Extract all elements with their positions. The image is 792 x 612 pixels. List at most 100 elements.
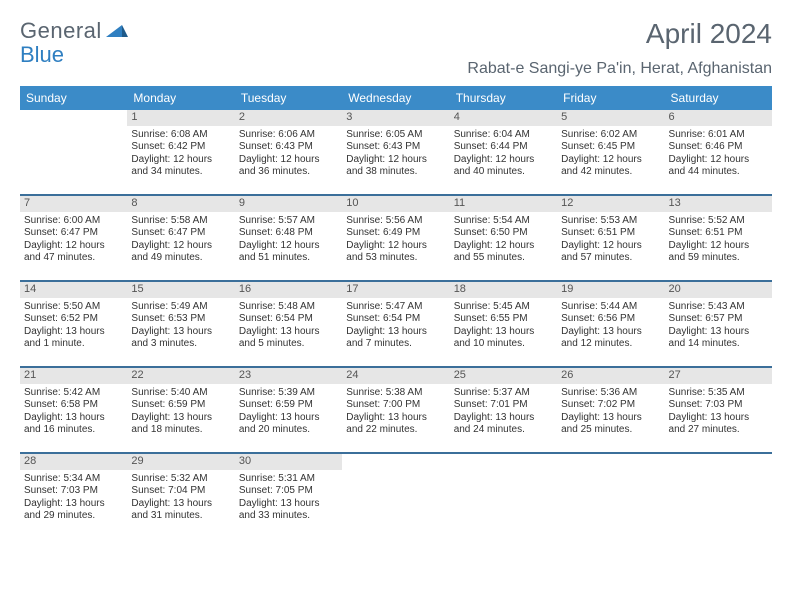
day1-text: Daylight: 12 hours (131, 240, 230, 253)
day2-text: and 5 minutes. (239, 338, 338, 351)
calendar-cell: 30Sunrise: 5:31 AMSunset: 7:05 PMDayligh… (235, 454, 342, 538)
calendar-cell: 19Sunrise: 5:44 AMSunset: 6:56 PMDayligh… (557, 282, 664, 366)
sunrise-text: Sunrise: 5:40 AM (131, 387, 230, 400)
day1-text: Daylight: 13 hours (239, 498, 338, 511)
day1-text: Daylight: 13 hours (24, 498, 123, 511)
sunset-text: Sunset: 6:50 PM (454, 227, 553, 240)
day1-text: Daylight: 13 hours (454, 326, 553, 339)
day1-text: Daylight: 13 hours (561, 326, 660, 339)
calendar-cell: 15Sunrise: 5:49 AMSunset: 6:53 PMDayligh… (127, 282, 234, 366)
day-number: 21 (20, 368, 127, 384)
sunset-text: Sunset: 7:04 PM (131, 485, 230, 498)
sunrise-text: Sunrise: 5:50 AM (24, 301, 123, 314)
day-header-mon: Monday (127, 86, 234, 110)
sunset-text: Sunset: 6:59 PM (239, 399, 338, 412)
calendar-cell: 13Sunrise: 5:52 AMSunset: 6:51 PMDayligh… (665, 196, 772, 280)
day2-text: and 57 minutes. (561, 252, 660, 265)
day1-text: Daylight: 12 hours (24, 240, 123, 253)
day1-text: Daylight: 13 hours (454, 412, 553, 425)
logo-text-blue: Blue (20, 42, 772, 68)
sunrise-text: Sunrise: 6:04 AM (454, 129, 553, 142)
sunrise-text: Sunrise: 5:43 AM (669, 301, 768, 314)
calendar-cell: 18Sunrise: 5:45 AMSunset: 6:55 PMDayligh… (450, 282, 557, 366)
sunset-text: Sunset: 6:51 PM (669, 227, 768, 240)
day-number: 23 (235, 368, 342, 384)
day1-text: Daylight: 12 hours (669, 154, 768, 167)
calendar-cell: 22Sunrise: 5:40 AMSunset: 6:59 PMDayligh… (127, 368, 234, 452)
sunrise-text: Sunrise: 6:06 AM (239, 129, 338, 142)
day2-text: and 29 minutes. (24, 510, 123, 523)
day-header-thu: Thursday (450, 86, 557, 110)
sunset-text: Sunset: 6:58 PM (24, 399, 123, 412)
day2-text: and 59 minutes. (669, 252, 768, 265)
calendar-cell: 26Sunrise: 5:36 AMSunset: 7:02 PMDayligh… (557, 368, 664, 452)
day-number: 17 (342, 282, 449, 298)
day-number: 6 (665, 110, 772, 126)
day1-text: Daylight: 13 hours (24, 412, 123, 425)
day-number: 30 (235, 454, 342, 470)
sunrise-text: Sunrise: 6:01 AM (669, 129, 768, 142)
sunset-text: Sunset: 7:03 PM (24, 485, 123, 498)
calendar-grid: 1Sunrise: 6:08 AMSunset: 6:42 PMDaylight… (20, 110, 772, 538)
day-number: 24 (342, 368, 449, 384)
sunset-text: Sunset: 6:53 PM (131, 313, 230, 326)
day-number: 27 (665, 368, 772, 384)
sunset-text: Sunset: 6:43 PM (239, 141, 338, 154)
calendar-cell: 23 Sunrise: 5:39 AMSunset: 6:59 PMDayligh… (235, 368, 342, 452)
sunrise-text: Sunrise: 5:39 AM (239, 387, 338, 400)
day1-text: Daylight: 13 hours (669, 326, 768, 339)
day2-text: and 27 minutes. (669, 424, 768, 437)
sunrise-text: Sunrise: 5:49 AM (131, 301, 230, 314)
sunset-text: Sunset: 6:54 PM (239, 313, 338, 326)
day1-text: Daylight: 12 hours (131, 154, 230, 167)
day1-text: Daylight: 12 hours (239, 240, 338, 253)
calendar-cell: 14Sunrise: 5:50 AMSunset: 6:52 PMDayligh… (20, 282, 127, 366)
calendar-cell: 21Sunrise: 5:42 AMSunset: 6:58 PMDayligh… (20, 368, 127, 452)
calendar-cell: 16Sunrise: 5:48 AMSunset: 6:54 PMDayligh… (235, 282, 342, 366)
day1-text: Daylight: 13 hours (239, 326, 338, 339)
sunrise-text: Sunrise: 5:57 AM (239, 215, 338, 228)
day2-text: and 53 minutes. (346, 252, 445, 265)
calendar-cell: 8Sunrise: 5:58 AMSunset: 6:47 PMDaylight… (127, 196, 234, 280)
sunset-text: Sunset: 7:01 PM (454, 399, 553, 412)
sunset-text: Sunset: 6:54 PM (346, 313, 445, 326)
day2-text: and 31 minutes. (131, 510, 230, 523)
sunset-text: Sunset: 7:02 PM (561, 399, 660, 412)
day2-text: and 38 minutes. (346, 166, 445, 179)
sunrise-text: Sunrise: 6:05 AM (346, 129, 445, 142)
day1-text: Daylight: 13 hours (669, 412, 768, 425)
day-number: 7 (20, 196, 127, 212)
day2-text: and 51 minutes. (239, 252, 338, 265)
calendar-cell (342, 454, 449, 538)
sunrise-text: Sunrise: 5:35 AM (669, 387, 768, 400)
day2-text: and 14 minutes. (669, 338, 768, 351)
sunset-text: Sunset: 6:46 PM (669, 141, 768, 154)
day-number: 12 (557, 196, 664, 212)
sunset-text: Sunset: 6:44 PM (454, 141, 553, 154)
day2-text: and 22 minutes. (346, 424, 445, 437)
calendar-week: 14Sunrise: 5:50 AMSunset: 6:52 PMDayligh… (20, 282, 772, 368)
sunrise-text: Sunrise: 5:53 AM (561, 215, 660, 228)
day-header-fri: Friday (557, 86, 664, 110)
day1-text: Daylight: 12 hours (454, 240, 553, 253)
sunset-text: Sunset: 6:43 PM (346, 141, 445, 154)
calendar-week: 21Sunrise: 5:42 AMSunset: 6:58 PMDayligh… (20, 368, 772, 454)
sunset-text: Sunset: 6:51 PM (561, 227, 660, 240)
day-header-tue: Tuesday (235, 86, 342, 110)
day-number: 3 (342, 110, 449, 126)
day-number: 9 (235, 196, 342, 212)
day2-text: and 40 minutes. (454, 166, 553, 179)
day2-text: and 47 minutes. (24, 252, 123, 265)
day-number: 4 (450, 110, 557, 126)
day-number: 25 (450, 368, 557, 384)
day-number: 19 (557, 282, 664, 298)
day2-text: and 33 minutes. (239, 510, 338, 523)
sunrise-text: Sunrise: 5:54 AM (454, 215, 553, 228)
day-number: 8 (127, 196, 234, 212)
sunrise-text: Sunrise: 6:02 AM (561, 129, 660, 142)
day-number: 26 (557, 368, 664, 384)
sunrise-text: Sunrise: 5:52 AM (669, 215, 768, 228)
calendar-cell: 9Sunrise: 5:57 AMSunset: 6:48 PMDaylight… (235, 196, 342, 280)
day1-text: Daylight: 12 hours (561, 240, 660, 253)
day1-text: Daylight: 13 hours (239, 412, 338, 425)
